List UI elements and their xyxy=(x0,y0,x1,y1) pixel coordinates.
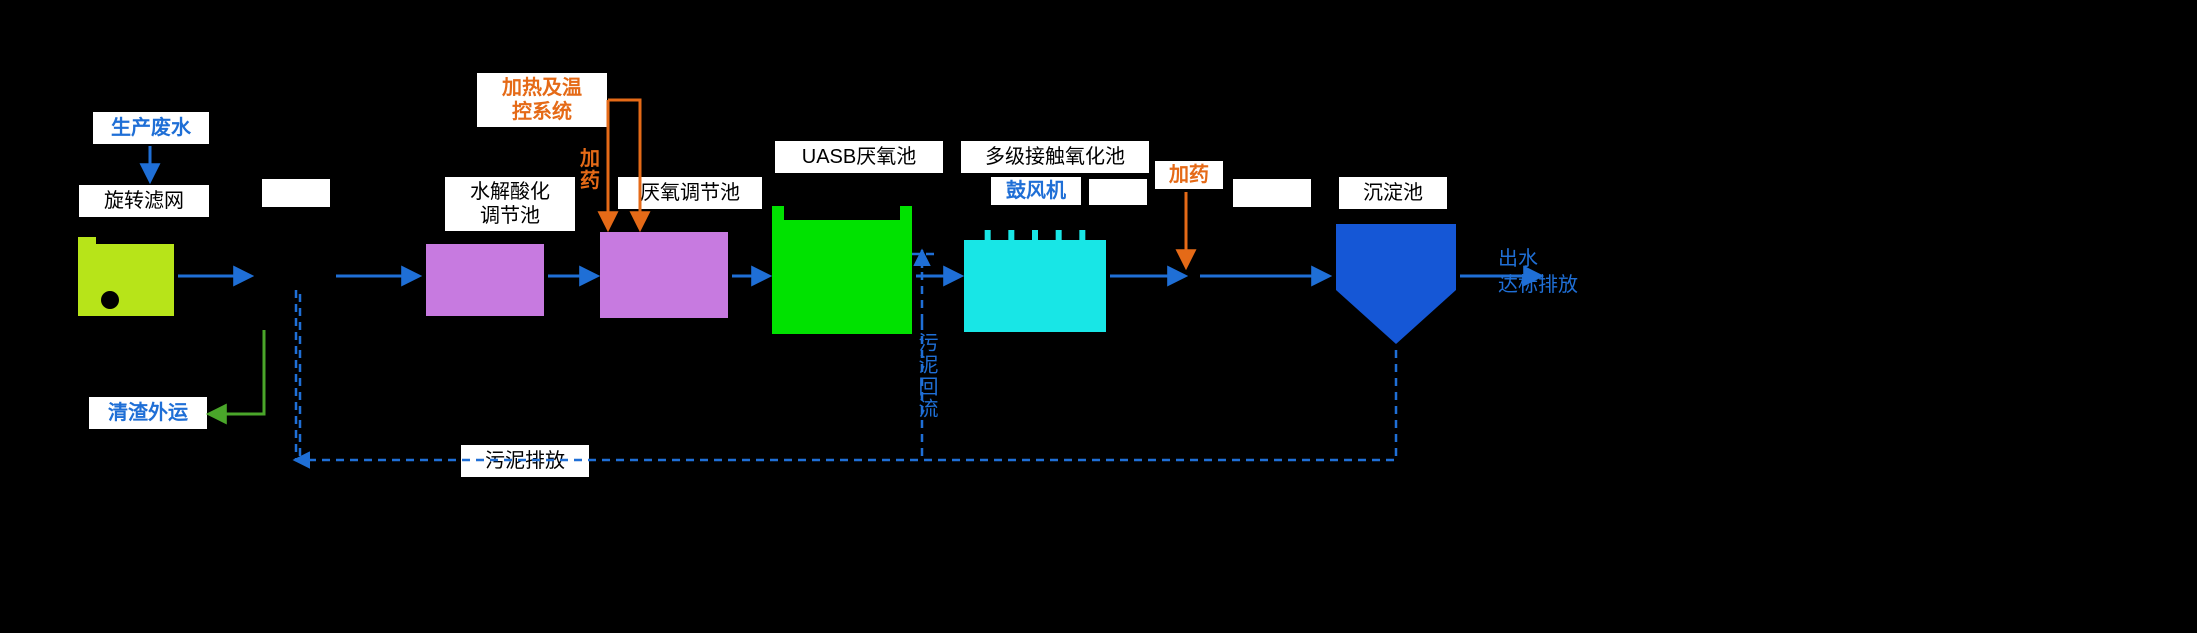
hydrolysis-tank-label: 水解酸化调节池 xyxy=(444,176,576,232)
sludge-discharge-label: 污泥排放 xyxy=(460,444,590,478)
uasb-label: UASB厌氧池 xyxy=(774,140,944,174)
dosing-v2: 药 xyxy=(580,170,600,192)
outflow-l1: 出水 xyxy=(1498,248,1538,270)
hydrolysis-tank-shape xyxy=(426,244,544,316)
sedimentation-tank-label: 沉淀池 xyxy=(1338,176,1448,210)
sludge-return-vertical-label: 污泥回流 xyxy=(912,332,941,420)
dosing-right-text: 加药 xyxy=(1169,163,1209,187)
rotary-filter-text: 旋转滤网 xyxy=(104,189,184,213)
anaerobic-adjust-text: 厌氧调节池 xyxy=(640,181,740,205)
arrows-overlay xyxy=(0,0,2197,633)
dosing-right-label: 加药 xyxy=(1154,160,1224,190)
anaerobic-adjust-tank-shape xyxy=(600,232,728,318)
sed-tank-text: 沉淀池 xyxy=(1363,181,1423,205)
anaerobic-adjust-label: 厌氧调节池 xyxy=(617,176,763,210)
outflow-l2: 达标排放 xyxy=(1498,274,1578,296)
blower-text: 鼓风机 xyxy=(1006,179,1066,203)
contact-oxid-text: 多级接触氧化池 xyxy=(985,145,1125,169)
rotary-filter-label: 旋转滤网 xyxy=(78,184,210,218)
process-box-1 xyxy=(261,178,331,208)
slag-out-text: 清渣外运 xyxy=(108,401,188,425)
heater-l1: 加热及温 xyxy=(502,77,582,99)
uasb-text: UASB厌氧池 xyxy=(802,145,916,169)
process-box-2 xyxy=(1088,178,1148,206)
green-pump-shape xyxy=(78,244,174,316)
blower-label: 鼓风机 xyxy=(990,176,1082,206)
dosing-v1: 加 xyxy=(580,148,600,170)
contact-oxidation-label: 多级接触氧化池 xyxy=(960,140,1150,174)
hydrolysis-l1: 水解酸化 xyxy=(470,181,550,203)
outflow-label: 出水 达标排放 xyxy=(1498,246,1578,298)
slag-out-label: 清渣外运 xyxy=(88,396,208,430)
sludge-discharge-text: 污泥排放 xyxy=(485,449,565,473)
heater-system-label: 加热及温控系统 xyxy=(476,72,608,128)
heater-l2: 控系统 xyxy=(512,101,572,123)
dosing-vertical-label: 加 药 xyxy=(580,148,600,192)
diagram-stage: 生产废水 旋转滤网 水解酸化调节池 加热及温控系统 厌氧调节池 UASB厌氧池 … xyxy=(0,0,2197,633)
wastewater-text: 生产废水 xyxy=(111,116,191,140)
process-box-3 xyxy=(1232,178,1312,208)
hydrolysis-l2: 调节池 xyxy=(480,205,540,227)
wastewater-label: 生产废水 xyxy=(92,111,210,145)
